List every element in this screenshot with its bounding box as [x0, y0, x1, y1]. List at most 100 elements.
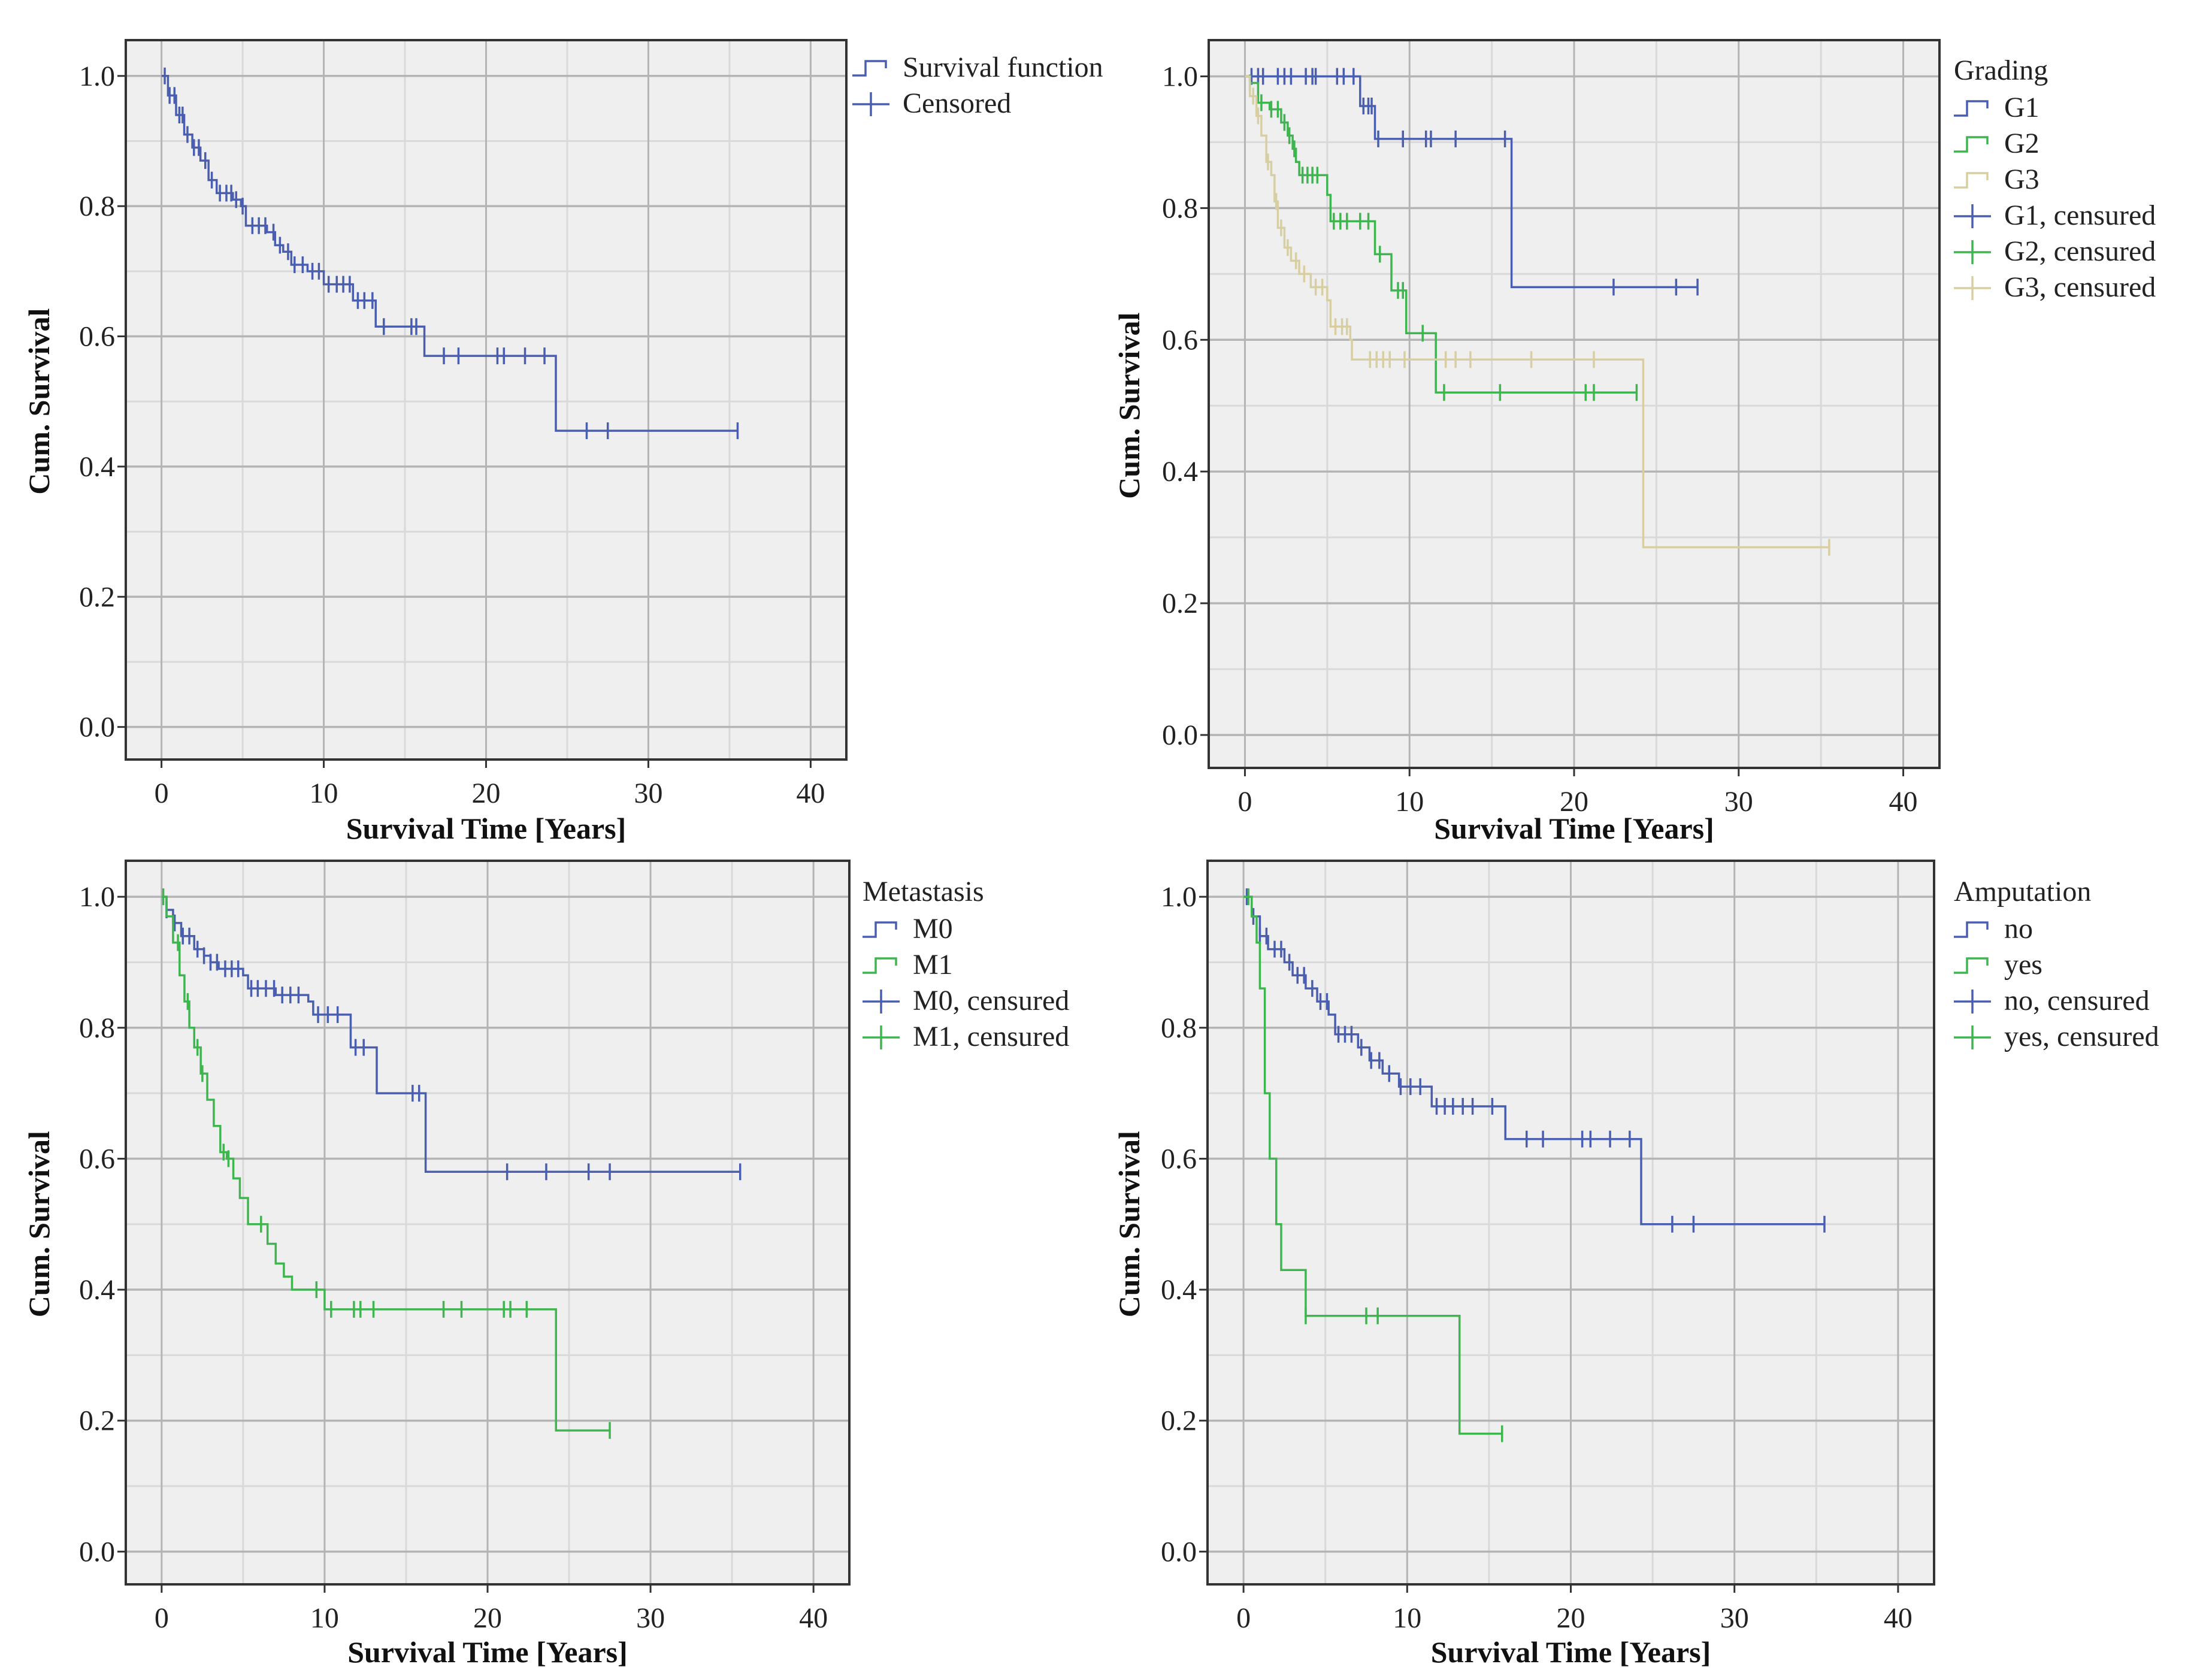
y-tick-label: 0.6 — [79, 321, 115, 353]
legend-item-label: Censored — [903, 87, 1011, 119]
legend-title: Amputation — [1954, 876, 2091, 907]
y-tick-label: 1.0 — [79, 881, 115, 913]
x-tick-label: 10 — [1395, 786, 1424, 818]
legend-censored-icon — [1954, 204, 1991, 228]
x-tick-label: 20 — [1557, 1602, 1585, 1634]
legend-item-label: G3, censured — [2004, 271, 2156, 303]
legend-censored-icon — [1954, 240, 1991, 264]
y-tick-label: 0.2 — [1162, 588, 1198, 619]
x-axis-label: Survival Time [Years] — [1431, 1635, 1711, 1669]
y-tick-label: 0.4 — [1162, 456, 1198, 488]
x-tick-label: 20 — [473, 1602, 502, 1634]
legend-item-label: yes — [2004, 949, 2042, 981]
y-tick-label: 0.4 — [79, 451, 115, 483]
x-tick-label: 10 — [1393, 1602, 1421, 1634]
chart-panel-3: 0 10 20 30 40 0.0 0.2 0.4 0.6 0.8 1.0 Survival Time… — [22, 860, 1069, 1669]
legend-censored-icon — [863, 990, 900, 1014]
y-tick-label: 0.0 — [79, 712, 115, 743]
legend-item-label: no, censured — [2004, 985, 2150, 1016]
legend-censored-icon — [852, 92, 889, 116]
x-tick-label: 0 — [1236, 1602, 1251, 1634]
y-tick-label: 1.0 — [1161, 881, 1197, 913]
y-tick-label: 0.8 — [79, 190, 115, 222]
legend-step-icon — [863, 957, 897, 974]
y-tick-label: 0.0 — [1162, 719, 1198, 751]
y-tick-label: 0.6 — [1162, 324, 1198, 356]
y-tick-label: 0.0 — [79, 1536, 115, 1568]
x-tick-label: 40 — [799, 1602, 828, 1634]
y-axis-label: Cum. Survival — [22, 308, 56, 495]
legend-item-label: M0 — [913, 913, 953, 945]
y-axis-label: Cum. Survival — [1112, 1131, 1146, 1317]
survival-curve-g2 — [1245, 75, 1637, 394]
x-tick-label: 30 — [634, 777, 662, 809]
y-tick-label: 1.0 — [1162, 60, 1198, 92]
legend-censored-icon — [863, 1025, 900, 1049]
y-tick-label: 0.4 — [1161, 1274, 1197, 1306]
y-tick-label: 0.6 — [1161, 1143, 1197, 1175]
legend-item-label: G1, censured — [2004, 199, 2156, 231]
chart-panel-2: 0 10 20 30 40 0.0 0.2 0.4 0.6 0.8 1.0 Survival Time… — [1112, 39, 2156, 845]
y-axis-label: Cum. Survival — [1112, 313, 1146, 499]
legend-step-icon — [1954, 100, 1989, 117]
y-axis-label: Cum. Survival — [22, 1131, 56, 1317]
y-tick-label: 1.0 — [79, 60, 115, 92]
survival-curve-g1 — [1245, 75, 1698, 289]
plot-frame — [1206, 860, 1935, 1586]
plot-frame — [125, 39, 848, 761]
legend-item-label: yes, censured — [2004, 1021, 2159, 1052]
y-tick-label: 0.0 — [1161, 1536, 1197, 1568]
x-axis-label: Survival Time [Years] — [346, 812, 627, 845]
x-axis-label: Survival Time [Years] — [347, 1635, 628, 1669]
legend-step-icon — [852, 60, 887, 77]
y-tick-label: 0.8 — [1162, 192, 1198, 224]
legend-item-label: G3 — [2004, 164, 2039, 195]
x-tick-label: 0 — [155, 1602, 169, 1634]
x-tick-label: 0 — [155, 777, 169, 809]
y-tick-label: 0.2 — [79, 581, 115, 613]
plot-frame — [1208, 39, 1941, 769]
x-axis-label: Survival Time [Years] — [1434, 812, 1714, 845]
chart-panel-4: 0 10 20 30 40 0.0 0.2 0.4 0.6 0.8 1.0 Survival Time… — [1112, 860, 2159, 1669]
plot-frame — [125, 860, 851, 1586]
legend-step-icon — [863, 921, 897, 938]
legend: Survival function Censored — [852, 52, 1103, 119]
y-tick-label: 0.2 — [79, 1405, 115, 1437]
survival-curve-no — [1243, 895, 1824, 1226]
legend-step-icon — [1954, 921, 1989, 938]
y-tick-label: 0.8 — [79, 1012, 115, 1044]
y-tick-label: 0.4 — [79, 1274, 115, 1306]
legend: Amputation no yes no, censured yes, censured — [1954, 876, 2159, 1052]
survival-curve-m0 — [161, 895, 740, 1173]
legend-item-label: M1 — [913, 949, 953, 981]
legend-item-label: no — [2004, 913, 2033, 945]
legend-step-icon — [1954, 957, 1989, 974]
x-tick-label: 40 — [796, 777, 825, 809]
legend-censored-icon — [1954, 1025, 1991, 1049]
x-tick-label: 40 — [1884, 1602, 1913, 1634]
legend-censored-icon — [1954, 990, 1991, 1014]
y-tick-label: 0.6 — [79, 1143, 115, 1175]
x-tick-label: 40 — [1889, 786, 1918, 818]
y-tick-label: 0.2 — [1161, 1405, 1197, 1437]
legend-step-icon — [1954, 136, 1989, 153]
legend: Metastasis M0 M1 M0, censured M1, censured — [863, 876, 1069, 1052]
legend-step-icon — [1954, 172, 1989, 189]
legend-title: Grading — [1954, 55, 2048, 86]
legend-item-label: G2 — [2004, 128, 2039, 159]
legend-item-label: Survival function — [903, 52, 1103, 83]
legend-censored-icon — [1954, 276, 1991, 300]
y-tick-label: 0.8 — [1161, 1012, 1197, 1044]
x-tick-label: 30 — [636, 1602, 665, 1634]
x-tick-label: 30 — [1724, 786, 1753, 818]
chart-panel-1: 0 10 20 30 40 0.0 0.2 0.4 0.6 0.8 1.0 Survival Time… — [22, 39, 1103, 845]
legend-item-label: G2, censured — [2004, 235, 2156, 267]
x-tick-label: 20 — [472, 777, 501, 809]
x-tick-label: 30 — [1720, 1602, 1749, 1634]
x-tick-label: 10 — [310, 777, 338, 809]
survival-curve-survival-function — [161, 75, 738, 432]
legend-item-label: M0, censured — [913, 985, 1069, 1016]
legend-title: Metastasis — [863, 876, 984, 907]
legend-item-label: M1, censured — [913, 1021, 1069, 1052]
